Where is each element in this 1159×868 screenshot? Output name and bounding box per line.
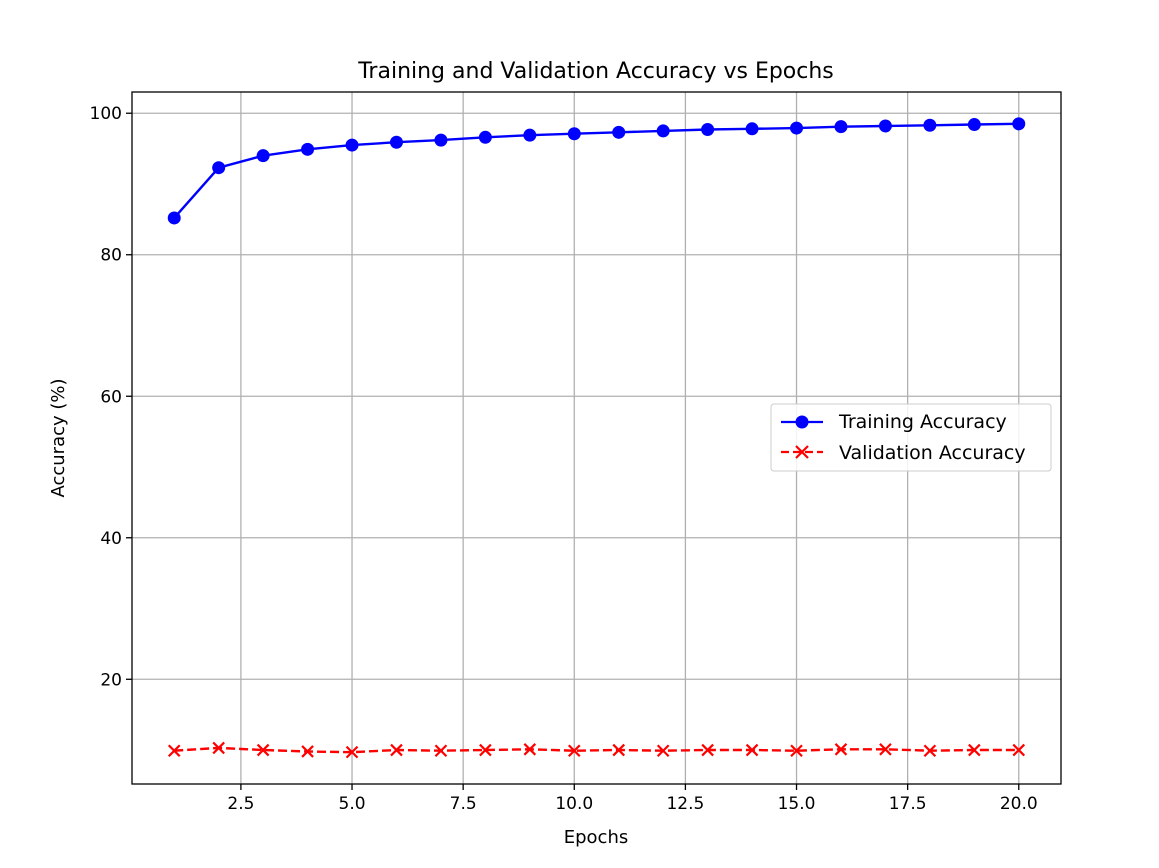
validation-accuracy-point	[390, 743, 403, 757]
validation-accuracy-point	[879, 743, 892, 756]
training-accuracy-point	[389, 135, 403, 149]
validation-accuracy-point	[656, 744, 670, 758]
ticks: 2.5 5.0 7.5 10.0 12.5 15.0 17.5 20.0 20 40 60 80 100	[90, 104, 1038, 814]
legend-label-training: Training Accuracy	[838, 411, 1007, 433]
y-tick-label: 100	[90, 104, 122, 124]
validation-accuracy-point	[212, 741, 225, 755]
validation-accuracy-point	[479, 743, 492, 757]
x-tick-label: 17.5	[889, 794, 927, 814]
validation-accuracy-point	[745, 743, 759, 757]
axes-frame	[131, 91, 1062, 785]
x-tick-label: 20.0	[1000, 794, 1038, 814]
x-tick-label: 12.5	[666, 794, 704, 814]
training-accuracy-point	[790, 121, 804, 135]
training-accuracy-line	[173, 122, 1019, 219]
legend: Training Accuracy Validation Accuracy	[770, 403, 1052, 472]
training-accuracy-point	[923, 118, 937, 132]
validation-accuracy-point	[523, 743, 537, 756]
validation-accuracy-point	[923, 744, 937, 758]
training-accuracy-point	[1012, 117, 1026, 131]
validation-accuracy-point	[345, 745, 359, 759]
training-accuracy-point	[345, 138, 359, 152]
y-axis-label: Accuracy (%)	[48, 378, 69, 497]
legend-label-validation: Validation Accuracy	[839, 442, 1026, 464]
y-tick-label: 40	[100, 529, 122, 549]
chart-title: Training and Validation Accuracy vs Epoc…	[357, 59, 834, 84]
validation-accuracy-point	[968, 743, 981, 757]
training-accuracy-point	[212, 161, 226, 175]
training-accuracy-point	[967, 118, 981, 132]
x-tick-label: 10.0	[555, 794, 593, 814]
validation-accuracy-point	[567, 744, 581, 758]
training-accuracy-point	[701, 123, 715, 137]
training-accuracy-point	[301, 142, 315, 156]
validation-accuracy-point	[434, 744, 448, 758]
x-axis-label: Epochs	[564, 827, 629, 848]
validation-accuracy-point	[256, 743, 270, 757]
training-accuracy-point	[745, 122, 759, 136]
training-accuracy-point	[612, 125, 626, 139]
validation-accuracy-point	[790, 744, 803, 758]
y-tick-label: 60	[100, 387, 122, 407]
training-accuracy-point	[478, 130, 492, 144]
training-accuracy-point	[523, 128, 537, 142]
validation-accuracy-line	[174, 746, 1019, 754]
y-tick-label: 80	[100, 246, 122, 266]
training-accuracy-point	[567, 127, 581, 141]
validation-accuracy-point	[1012, 743, 1026, 757]
x-tick-label: 15.0	[778, 794, 816, 814]
series-layer	[167, 117, 1026, 759]
training-accuracy-point	[256, 149, 270, 163]
training-accuracy-point	[434, 133, 448, 147]
legend-marker-training	[795, 415, 809, 429]
x-tick-label: 2.5	[227, 794, 254, 814]
validation-accuracy-point	[834, 743, 848, 756]
y-tick-label: 20	[100, 670, 122, 690]
training-accuracy-point	[834, 120, 848, 134]
legend-marker-validation	[795, 445, 809, 459]
validation-accuracy-point	[701, 743, 714, 757]
x-tick-label: 5.0	[339, 794, 366, 814]
validation-accuracy-point	[167, 744, 181, 758]
grid	[132, 92, 1061, 784]
legend-box	[770, 403, 1052, 472]
validation-accuracy-point	[301, 745, 314, 758]
validation-accuracy-point	[612, 743, 626, 757]
x-tick-label: 7.5	[450, 794, 477, 814]
training-accuracy-point	[167, 211, 181, 225]
training-accuracy-point	[656, 124, 670, 138]
training-accuracy-point	[878, 119, 892, 133]
